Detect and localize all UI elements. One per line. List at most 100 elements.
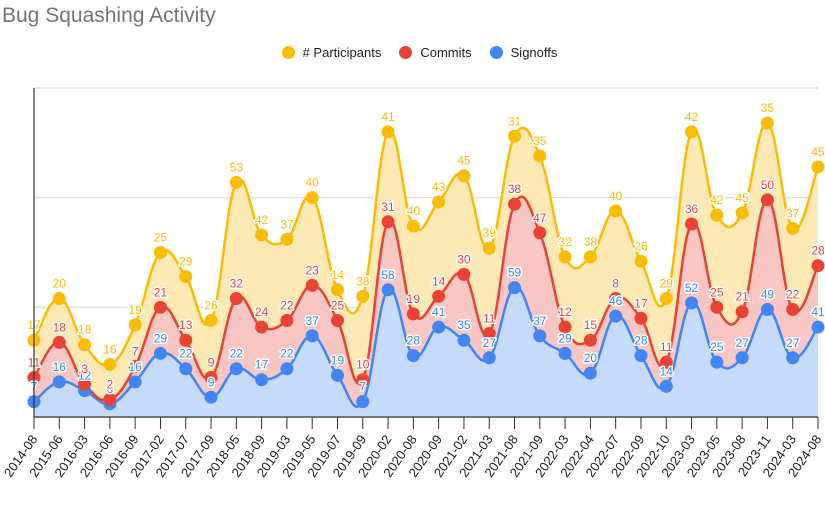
data-label-signoffs: 27 bbox=[483, 336, 497, 350]
point-participants bbox=[305, 191, 319, 205]
data-label-commits: 18 bbox=[53, 320, 67, 334]
point-signoffs bbox=[634, 349, 648, 363]
data-label-signoffs: 29 bbox=[154, 331, 168, 345]
point-commits bbox=[153, 300, 167, 314]
data-label-commits: 22 bbox=[786, 288, 800, 302]
data-label-participants: 35 bbox=[533, 134, 547, 148]
data-label-signoffs: 16 bbox=[53, 360, 67, 374]
point-participants bbox=[78, 338, 92, 352]
point-participants bbox=[406, 219, 420, 233]
point-commits bbox=[482, 327, 496, 341]
data-label-commits: 17 bbox=[634, 296, 648, 310]
data-label-commits: 23 bbox=[306, 263, 320, 277]
data-label-participants: 45 bbox=[457, 154, 471, 168]
point-participants bbox=[204, 313, 218, 327]
point-signoffs bbox=[457, 333, 471, 347]
legend-dot-participants bbox=[281, 46, 295, 59]
data-label-commits: 21 bbox=[735, 290, 749, 304]
data-label-participants: 31 bbox=[508, 114, 522, 128]
data-label-commits: 14 bbox=[432, 274, 446, 288]
data-label-signoffs: 41 bbox=[432, 305, 446, 319]
point-participants bbox=[533, 149, 547, 163]
point-signoffs bbox=[128, 375, 142, 389]
data-label-signoffs: 22 bbox=[230, 347, 244, 361]
data-label-commits: 24 bbox=[255, 305, 269, 319]
point-participants bbox=[229, 175, 243, 189]
point-participants bbox=[583, 250, 597, 264]
point-commits bbox=[710, 300, 724, 314]
data-label-participants: 42 bbox=[685, 110, 699, 124]
point-commits bbox=[229, 292, 243, 306]
data-label-participants: 29 bbox=[179, 255, 193, 269]
point-participants bbox=[356, 289, 370, 303]
point-signoffs bbox=[508, 281, 522, 295]
data-label-signoffs: 28 bbox=[634, 334, 648, 348]
point-commits bbox=[760, 193, 774, 207]
point-signoffs bbox=[255, 373, 269, 387]
point-commits bbox=[52, 335, 66, 349]
point-commits bbox=[78, 377, 92, 391]
point-signoffs bbox=[204, 390, 218, 404]
data-label-commits: 31 bbox=[381, 200, 395, 214]
point-participants bbox=[634, 254, 648, 268]
point-participants bbox=[330, 283, 344, 297]
legend: # Participants Commits Signoffs bbox=[0, 45, 825, 60]
point-commits bbox=[406, 307, 420, 321]
point-participants bbox=[482, 241, 496, 255]
data-label-participants: 42 bbox=[710, 193, 724, 207]
point-commits bbox=[305, 278, 319, 292]
point-participants bbox=[457, 169, 471, 183]
data-label-participants: 19 bbox=[128, 303, 142, 317]
point-participants bbox=[685, 125, 699, 139]
point-participants bbox=[255, 228, 269, 242]
point-signoffs bbox=[229, 362, 243, 376]
legend-item-participants[interactable]: # Participants bbox=[281, 45, 381, 60]
data-label-signoffs: 37 bbox=[533, 314, 547, 328]
point-commits bbox=[330, 313, 344, 327]
data-label-commits: 36 bbox=[685, 202, 699, 216]
data-label-participants: 38 bbox=[356, 274, 370, 288]
data-label-signoffs: 49 bbox=[761, 288, 775, 302]
data-label-participants: 14 bbox=[331, 268, 345, 282]
point-participants bbox=[52, 292, 66, 306]
data-label-commits: 38 bbox=[508, 182, 522, 196]
data-label-commits: 47 bbox=[533, 211, 547, 225]
point-signoffs bbox=[406, 349, 420, 363]
data-label-signoffs: 19 bbox=[331, 353, 345, 367]
legend-dot-commits bbox=[399, 46, 413, 59]
point-participants bbox=[760, 116, 774, 130]
point-commits bbox=[128, 360, 142, 374]
data-label-commits: 28 bbox=[811, 244, 825, 258]
point-participants bbox=[153, 246, 167, 259]
point-signoffs bbox=[381, 283, 395, 297]
data-label-participants: 42 bbox=[255, 213, 269, 227]
data-label-participants: 40 bbox=[306, 176, 320, 190]
data-label-participants: 45 bbox=[735, 191, 749, 205]
legend-item-signoffs[interactable]: Signoffs bbox=[489, 45, 557, 60]
data-label-commits: 7 bbox=[132, 345, 139, 359]
data-label-participants: 45 bbox=[811, 145, 825, 159]
data-label-participants: 29 bbox=[660, 277, 674, 291]
data-label-signoffs: 58 bbox=[381, 268, 395, 282]
data-label-participants: 37 bbox=[280, 217, 294, 231]
point-signoffs bbox=[305, 329, 319, 343]
data-label-signoffs: 59 bbox=[508, 266, 522, 280]
data-label-participants: 25 bbox=[154, 231, 168, 245]
point-signoffs bbox=[710, 355, 724, 369]
point-commits bbox=[381, 215, 395, 229]
data-label-commits: 50 bbox=[761, 178, 775, 192]
data-label-commits: 2 bbox=[107, 377, 114, 391]
data-label-signoffs: 37 bbox=[306, 314, 320, 328]
data-label-signoffs: 16 bbox=[128, 360, 142, 374]
point-commits bbox=[685, 217, 699, 231]
point-commits bbox=[583, 333, 597, 347]
data-label-participants: 35 bbox=[761, 101, 775, 115]
point-signoffs bbox=[533, 329, 547, 343]
data-label-signoffs: 14 bbox=[660, 364, 674, 378]
point-commits bbox=[659, 355, 673, 369]
legend-item-commits[interactable]: Commits bbox=[399, 45, 472, 60]
data-label-commits: 11 bbox=[483, 312, 496, 326]
data-label-signoffs: 46 bbox=[609, 294, 623, 308]
data-label-commits: 19 bbox=[407, 292, 421, 306]
